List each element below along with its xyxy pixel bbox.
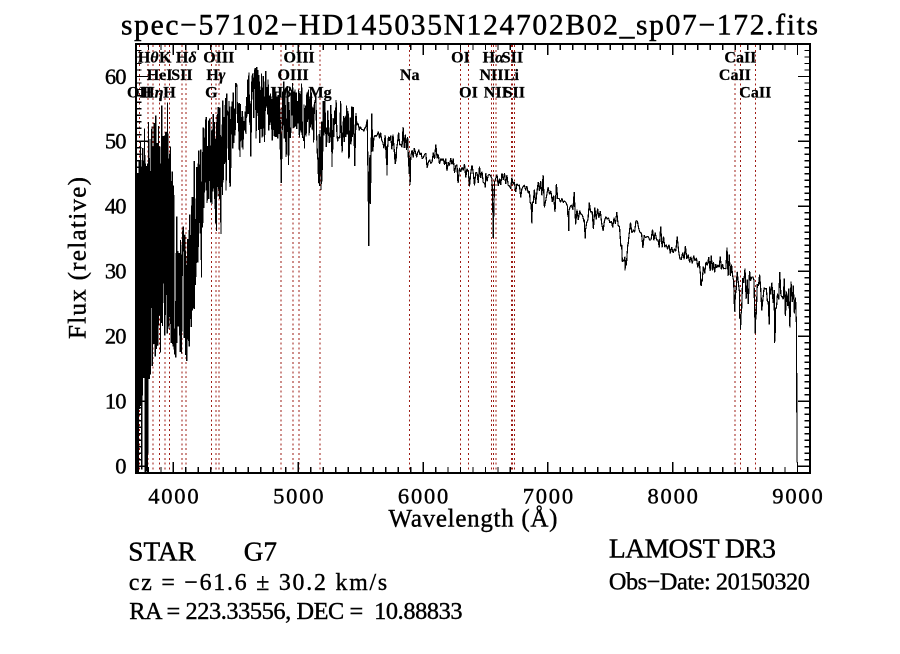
svg-text:Flux (relative): Flux (relative) bbox=[65, 177, 92, 339]
svg-text:30: 30 bbox=[105, 259, 127, 284]
svg-text:NII: NII bbox=[479, 67, 503, 84]
svg-text:CaII: CaII bbox=[724, 50, 756, 67]
svg-text:SII: SII bbox=[502, 50, 523, 67]
svg-text:H: H bbox=[163, 85, 176, 102]
svg-text:G: G bbox=[205, 85, 218, 102]
svg-text:cz = −61.6 ± 30.2 km/s: cz = −61.6 ± 30.2 km/s bbox=[129, 570, 387, 596]
svg-text:HeI: HeI bbox=[147, 67, 173, 84]
svg-text:Na: Na bbox=[400, 67, 420, 84]
svg-text:0: 0 bbox=[115, 454, 126, 479]
svg-text:9000: 9000 bbox=[772, 484, 822, 509]
svg-text:Hα: Hα bbox=[483, 50, 505, 67]
svg-text:60: 60 bbox=[105, 64, 127, 89]
svg-text:Wavelength (Å): Wavelength (Å) bbox=[389, 506, 558, 533]
svg-text:4000: 4000 bbox=[148, 484, 198, 509]
svg-text:20: 20 bbox=[105, 324, 127, 349]
svg-text:Hθ: Hθ bbox=[138, 50, 159, 67]
svg-text:SII: SII bbox=[171, 67, 192, 84]
svg-text:CaII: CaII bbox=[719, 67, 751, 84]
svg-text:CaII: CaII bbox=[739, 85, 771, 102]
svg-text:50: 50 bbox=[105, 129, 127, 154]
svg-text:OIII: OIII bbox=[284, 50, 315, 67]
svg-text:10: 10 bbox=[105, 389, 127, 414]
svg-text:LAMOST DR3: LAMOST DR3 bbox=[609, 533, 776, 564]
svg-text:Obs−Date: 20150320: Obs−Date: 20150320 bbox=[609, 569, 810, 596]
svg-text:OI: OI bbox=[459, 85, 478, 102]
svg-text:K: K bbox=[159, 50, 172, 67]
svg-text:Hδ: Hδ bbox=[176, 50, 197, 67]
svg-text:8000: 8000 bbox=[648, 484, 698, 509]
svg-text:spec−57102−HD145035N124702B02_: spec−57102−HD145035N124702B02_sp07−172.f… bbox=[121, 9, 818, 41]
svg-text:OI: OI bbox=[451, 50, 470, 67]
svg-text:5000: 5000 bbox=[273, 484, 323, 509]
svg-text:Hη: Hη bbox=[142, 85, 163, 102]
svg-text:RA = 223.33556, DEC = 10.8883: RA = 223.33556, DEC = 10.88833 bbox=[129, 598, 462, 625]
svg-text:6000: 6000 bbox=[398, 484, 448, 509]
svg-text:Hγ: Hγ bbox=[206, 67, 225, 84]
svg-text:STAR: STAR bbox=[128, 537, 196, 567]
svg-text:OIII: OIII bbox=[278, 67, 309, 84]
svg-text:Li: Li bbox=[504, 67, 520, 84]
svg-text:OIII: OIII bbox=[203, 50, 234, 67]
svg-text:7000: 7000 bbox=[523, 484, 573, 509]
svg-text:Hβ: Hβ bbox=[271, 85, 292, 102]
svg-text:40: 40 bbox=[105, 194, 127, 219]
svg-text:SII: SII bbox=[504, 85, 525, 102]
svg-text:Mg: Mg bbox=[309, 85, 332, 102]
svg-text:G7: G7 bbox=[244, 537, 277, 567]
svg-text:NII: NII bbox=[484, 85, 508, 102]
svg-text:OII: OII bbox=[127, 85, 152, 102]
